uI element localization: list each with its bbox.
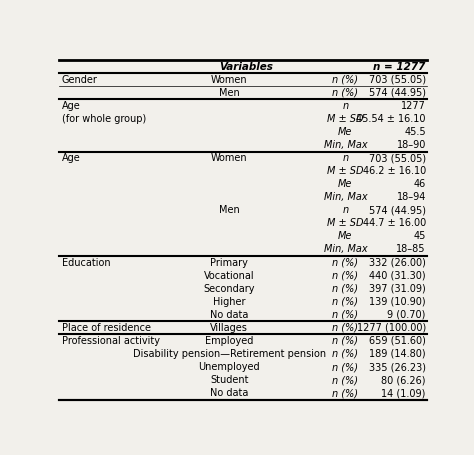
Text: Primary: Primary (210, 258, 248, 268)
Text: Me: Me (338, 232, 353, 242)
Text: Women: Women (211, 75, 247, 85)
Text: 9 (0.70): 9 (0.70) (387, 310, 426, 320)
Text: n (%): n (%) (332, 388, 358, 398)
Text: Min, Max: Min, Max (324, 244, 367, 254)
Text: 46.2 ± 16.10: 46.2 ± 16.10 (363, 166, 426, 176)
Text: 440 (31.30): 440 (31.30) (369, 271, 426, 281)
Text: Gender: Gender (62, 75, 98, 85)
Text: 45: 45 (413, 232, 426, 242)
Text: Me: Me (338, 127, 353, 137)
Text: 45.54 ± 16.10: 45.54 ± 16.10 (356, 114, 426, 124)
Text: Women: Women (211, 153, 247, 163)
Text: 574 (44.95): 574 (44.95) (369, 205, 426, 215)
Text: 139 (10.90): 139 (10.90) (369, 297, 426, 307)
Text: Me: Me (338, 179, 353, 189)
Text: n (%): n (%) (332, 349, 358, 359)
Text: Vocational: Vocational (204, 271, 255, 281)
Text: Men: Men (219, 88, 239, 98)
Text: 45.5: 45.5 (404, 127, 426, 137)
Text: n (%): n (%) (332, 271, 358, 281)
Text: 18–85: 18–85 (396, 244, 426, 254)
Text: 189 (14.80): 189 (14.80) (369, 349, 426, 359)
Text: n: n (342, 205, 348, 215)
Text: n (%): n (%) (332, 310, 358, 320)
Text: n (%): n (%) (332, 258, 358, 268)
Text: n (%): n (%) (332, 375, 358, 385)
Text: n: n (342, 153, 348, 163)
Text: Employed: Employed (205, 336, 253, 346)
Text: Age: Age (62, 153, 81, 163)
Text: n (%): n (%) (332, 75, 358, 85)
Text: 703 (55.05): 703 (55.05) (369, 75, 426, 85)
Text: No data: No data (210, 310, 248, 320)
Text: Place of residence: Place of residence (62, 323, 151, 333)
Text: 1277: 1277 (401, 101, 426, 111)
Text: 659 (51.60): 659 (51.60) (369, 336, 426, 346)
Text: Unemployed: Unemployed (198, 362, 260, 372)
Text: n = 1277: n = 1277 (374, 61, 426, 71)
Text: n (%): n (%) (332, 88, 358, 98)
Text: 46: 46 (414, 179, 426, 189)
Text: n (%): n (%) (332, 297, 358, 307)
Text: 80 (6.26): 80 (6.26) (382, 375, 426, 385)
Text: No data: No data (210, 388, 248, 398)
Text: Education: Education (62, 258, 110, 268)
Text: 14 (1.09): 14 (1.09) (382, 388, 426, 398)
Text: n (%): n (%) (332, 336, 358, 346)
Text: M ± SD: M ± SD (327, 114, 364, 124)
Text: n (%): n (%) (332, 283, 358, 293)
Text: Variables: Variables (219, 61, 273, 71)
Text: Men: Men (219, 205, 239, 215)
Text: 18–94: 18–94 (396, 192, 426, 202)
Text: Age: Age (62, 101, 81, 111)
Text: 1277 (100.00): 1277 (100.00) (356, 323, 426, 333)
Text: Secondary: Secondary (203, 283, 255, 293)
Text: 574 (44.95): 574 (44.95) (369, 88, 426, 98)
Text: Higher: Higher (213, 297, 246, 307)
Text: n: n (342, 101, 348, 111)
Text: 18–90: 18–90 (396, 140, 426, 150)
Text: 703 (55.05): 703 (55.05) (369, 153, 426, 163)
Text: Villages: Villages (210, 323, 248, 333)
Text: M ± SD: M ± SD (327, 218, 364, 228)
Text: Min, Max: Min, Max (324, 192, 367, 202)
Text: n (%): n (%) (332, 362, 358, 372)
Text: 332 (26.00): 332 (26.00) (369, 258, 426, 268)
Text: 397 (31.09): 397 (31.09) (369, 283, 426, 293)
Text: M ± SD: M ± SD (327, 166, 364, 176)
Text: 44.7 ± 16.00: 44.7 ± 16.00 (363, 218, 426, 228)
Text: (for whole group): (for whole group) (62, 114, 146, 124)
Text: Disability pension—Retirement pension: Disability pension—Retirement pension (133, 349, 326, 359)
Text: Min, Max: Min, Max (324, 140, 367, 150)
Text: 335 (26.23): 335 (26.23) (369, 362, 426, 372)
Text: Student: Student (210, 375, 248, 385)
Text: n (%): n (%) (332, 323, 358, 333)
Text: Professional activity: Professional activity (62, 336, 160, 346)
